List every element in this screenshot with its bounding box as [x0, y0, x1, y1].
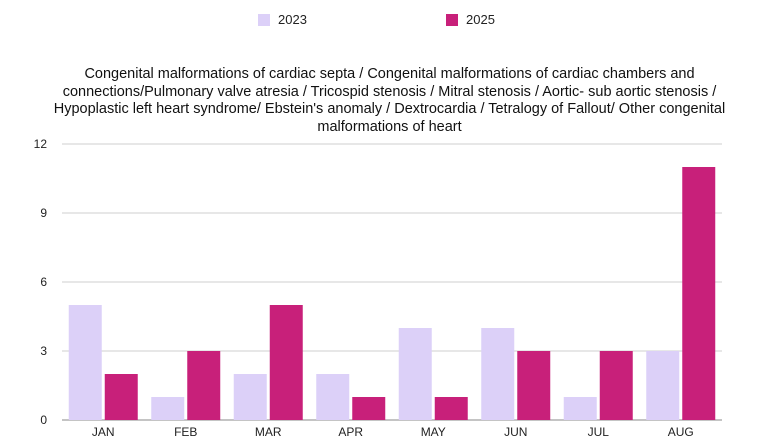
bar-2025-feb: [187, 351, 221, 420]
bar-2025-aug: [682, 167, 716, 420]
bar-2023-jan: [68, 305, 102, 420]
x-tick-label-mar: MAR: [255, 425, 282, 439]
legend: 2023 2025: [0, 12, 779, 30]
bar-2023-jul: [563, 397, 597, 420]
bar-2025-mar: [269, 305, 303, 420]
legend-item-2023: 2023: [258, 12, 307, 27]
legend-label-2025: 2025: [466, 12, 495, 27]
bar-2025-may: [434, 397, 468, 420]
bar-2023-aug: [646, 351, 680, 420]
legend-label-2023: 2023: [278, 12, 307, 27]
x-tick-label-apr: APR: [338, 425, 363, 439]
y-tick-label: 6: [40, 275, 47, 289]
bar-2023-jun: [481, 328, 515, 420]
y-tick-label: 0: [40, 413, 47, 427]
legend-swatch-2025: [446, 13, 458, 26]
x-tick-label-jan: JAN: [92, 425, 115, 439]
chart-title: Congenital malformations of cardiac sept…: [53, 66, 726, 135]
x-tick-label-jun: JUN: [504, 425, 527, 439]
x-tick-label-may: MAY: [421, 425, 446, 439]
bar-2023-apr: [316, 374, 350, 420]
y-tick-label: 12: [34, 137, 48, 151]
x-tick-label-jul: JUL: [588, 425, 610, 439]
y-tick-label: 3: [40, 344, 47, 358]
bar-2025-apr: [352, 397, 386, 420]
x-tick-label-aug: AUG: [668, 425, 694, 439]
bar-2025-jun: [517, 351, 551, 420]
bar-2023-may: [398, 328, 432, 420]
legend-item-2025: 2025: [446, 12, 495, 27]
bar-2023-mar: [233, 374, 267, 420]
bar-2025-jul: [599, 351, 633, 420]
bar-2025-jan: [104, 374, 138, 420]
y-tick-label: 9: [40, 206, 47, 220]
x-tick-label-feb: FEB: [174, 425, 197, 439]
bar-2023-feb: [151, 397, 185, 420]
legend-swatch-2023: [258, 13, 270, 26]
